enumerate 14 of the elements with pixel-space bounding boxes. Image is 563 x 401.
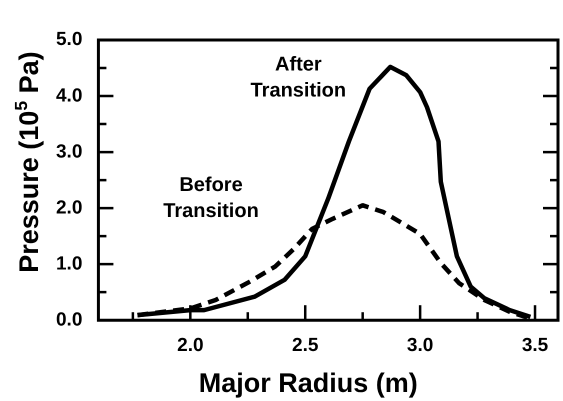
y-tick-label: 4.0 bbox=[56, 85, 82, 106]
x-tick-label: 2.5 bbox=[292, 334, 319, 356]
y-tick-label: 1.0 bbox=[56, 253, 82, 274]
y-tick-label: 0.0 bbox=[56, 309, 82, 330]
y-tick-label: 2.0 bbox=[56, 197, 82, 218]
y-tick-label: 3.0 bbox=[56, 141, 82, 162]
x-tick-label: 2.0 bbox=[177, 334, 204, 356]
x-tick-label: 3.5 bbox=[522, 334, 549, 356]
text: Before Transition bbox=[163, 174, 259, 222]
series-label: After Transition bbox=[250, 54, 346, 102]
y-tick-label: 5.0 bbox=[56, 29, 82, 50]
x-tick-label: 3.0 bbox=[406, 334, 434, 356]
x-axis-title: Major Radius (m) bbox=[198, 368, 418, 398]
y-axis-title: Pressure (105 Pa) bbox=[11, 51, 44, 273]
